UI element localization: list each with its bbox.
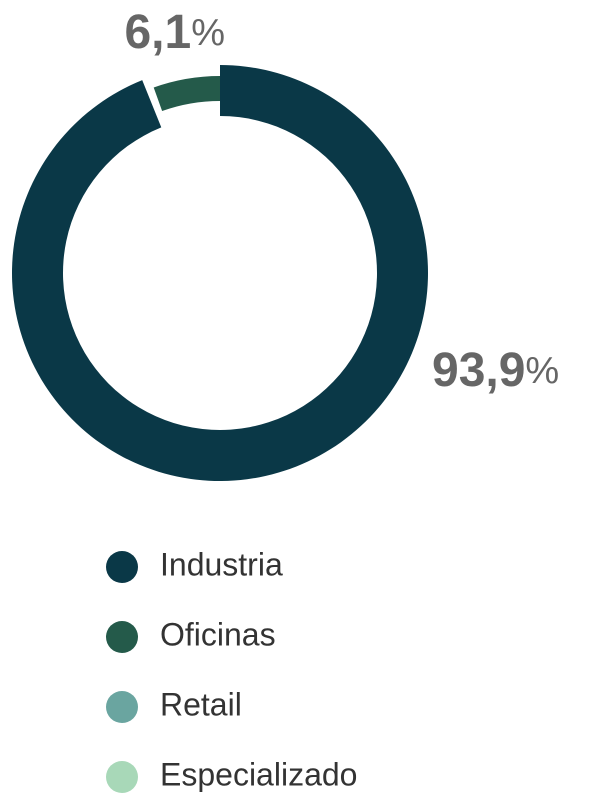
- legend-swatch: [106, 621, 138, 653]
- donut-slice: [12, 65, 428, 482]
- legend-swatch: [106, 761, 138, 793]
- legend-label: Industria: [160, 546, 283, 582]
- legend-swatch: [106, 551, 138, 583]
- legend-swatch: [106, 691, 138, 723]
- legend-label: Oficinas: [160, 616, 276, 652]
- legend-label: Especializado: [160, 756, 357, 792]
- value-label: 6,1%: [124, 6, 225, 59]
- legend-label: Retail: [160, 686, 242, 722]
- donut-slice: [153, 76, 220, 112]
- value-label: 93,9%: [432, 344, 559, 397]
